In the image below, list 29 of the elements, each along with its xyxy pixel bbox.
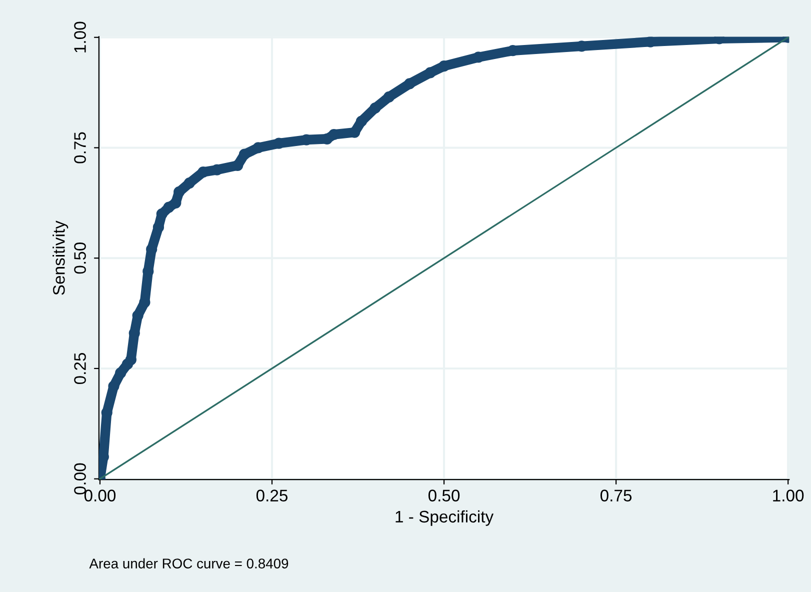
point xyxy=(424,67,436,78)
x-tick-label: 0.25 xyxy=(256,490,288,502)
point xyxy=(170,197,182,208)
x-tick-label: 1.00 xyxy=(773,490,804,502)
point xyxy=(232,160,244,171)
point xyxy=(404,78,416,90)
point xyxy=(184,178,195,189)
y-tick-label: 0.50 xyxy=(74,242,86,274)
x-tick-label: 0.75 xyxy=(600,490,632,502)
point xyxy=(156,208,168,220)
point xyxy=(108,380,120,392)
point xyxy=(383,91,395,103)
x-tick-label: 0.50 xyxy=(428,490,460,502)
point xyxy=(152,222,164,233)
point xyxy=(370,102,381,114)
point xyxy=(115,367,126,378)
y-tick-label: 0.25 xyxy=(74,352,86,384)
point xyxy=(174,186,185,198)
point xyxy=(238,148,250,160)
y-tick-label: 0.75 xyxy=(74,132,86,164)
point xyxy=(252,142,264,154)
x-axis-title: 1 - Specificity xyxy=(396,510,494,526)
point xyxy=(356,116,368,127)
x-tick-label: 0.00 xyxy=(84,490,116,502)
y-tick-label: 1.00 xyxy=(74,22,86,52)
point xyxy=(146,244,158,255)
point xyxy=(472,52,484,63)
y-axis-title: Sensitivity xyxy=(52,220,68,295)
text: Area under ROC curve = 0.8409 xyxy=(89,558,288,568)
